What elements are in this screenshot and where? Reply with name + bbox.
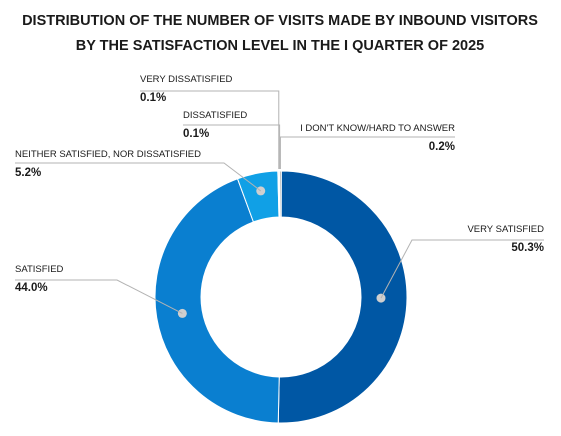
slice-value-dissatisfied: 0.1% <box>183 128 209 140</box>
slice-value-very-dissatisfied: 0.1% <box>140 92 166 104</box>
leader-line-satisfied <box>15 279 183 314</box>
donut-slices <box>154 170 408 424</box>
chart-title-line-2: BY THE SATISFACTION LEVEL IN THE I QUART… <box>76 38 484 54</box>
slice-label-dissatisfied: DISSATISFIED <box>183 110 247 121</box>
chart-title-line-1: DISTRIBUTION OF THE NUMBER OF VISITS MAD… <box>22 13 538 29</box>
leader-line-very-dissatisfied <box>140 90 280 170</box>
slice-label-very-dissatisfied: VERY DISSATISFIED <box>140 74 233 85</box>
slice-label-very-satisfied: VERY SATISFIED <box>467 224 544 235</box>
leader-line-very-satisfied <box>380 239 544 299</box>
slice-very-satisfied <box>277 170 408 424</box>
slice-value-satisfied: 44.0% <box>15 282 48 294</box>
slice-value-i-don-t-know-hard-to-answer: 0.2% <box>429 141 455 153</box>
label-leaders <box>15 90 544 318</box>
slice-label-i-don-t-know-hard-to-answer: I DON'T KNOW/HARD TO ANSWER <box>300 123 455 134</box>
slice-label-satisfied: SATISFIED <box>15 264 64 275</box>
slice-i-don-t-know-hard-to-answer <box>278 170 282 218</box>
slice-labels: VERY SATISFIED 50.3% SATISFIED 44.0% NEITHER… <box>15 74 544 294</box>
slice-value-neither-satisfied-nor-dissatisfied: 5.2% <box>15 167 41 179</box>
leader-line-neither-satisfied-nor-dissatisfied <box>15 162 262 192</box>
slice-satisfied <box>154 178 280 424</box>
leader-line-dissatisfied <box>183 124 281 170</box>
slice-value-very-satisfied: 50.3% <box>511 242 544 254</box>
leader-line-i-don-t-know-hard-to-answer <box>279 136 455 170</box>
slice-label-neither-satisfied-nor-dissatisfied: NEITHER SATISFIED, NOR DISSATISFIED <box>15 149 201 160</box>
